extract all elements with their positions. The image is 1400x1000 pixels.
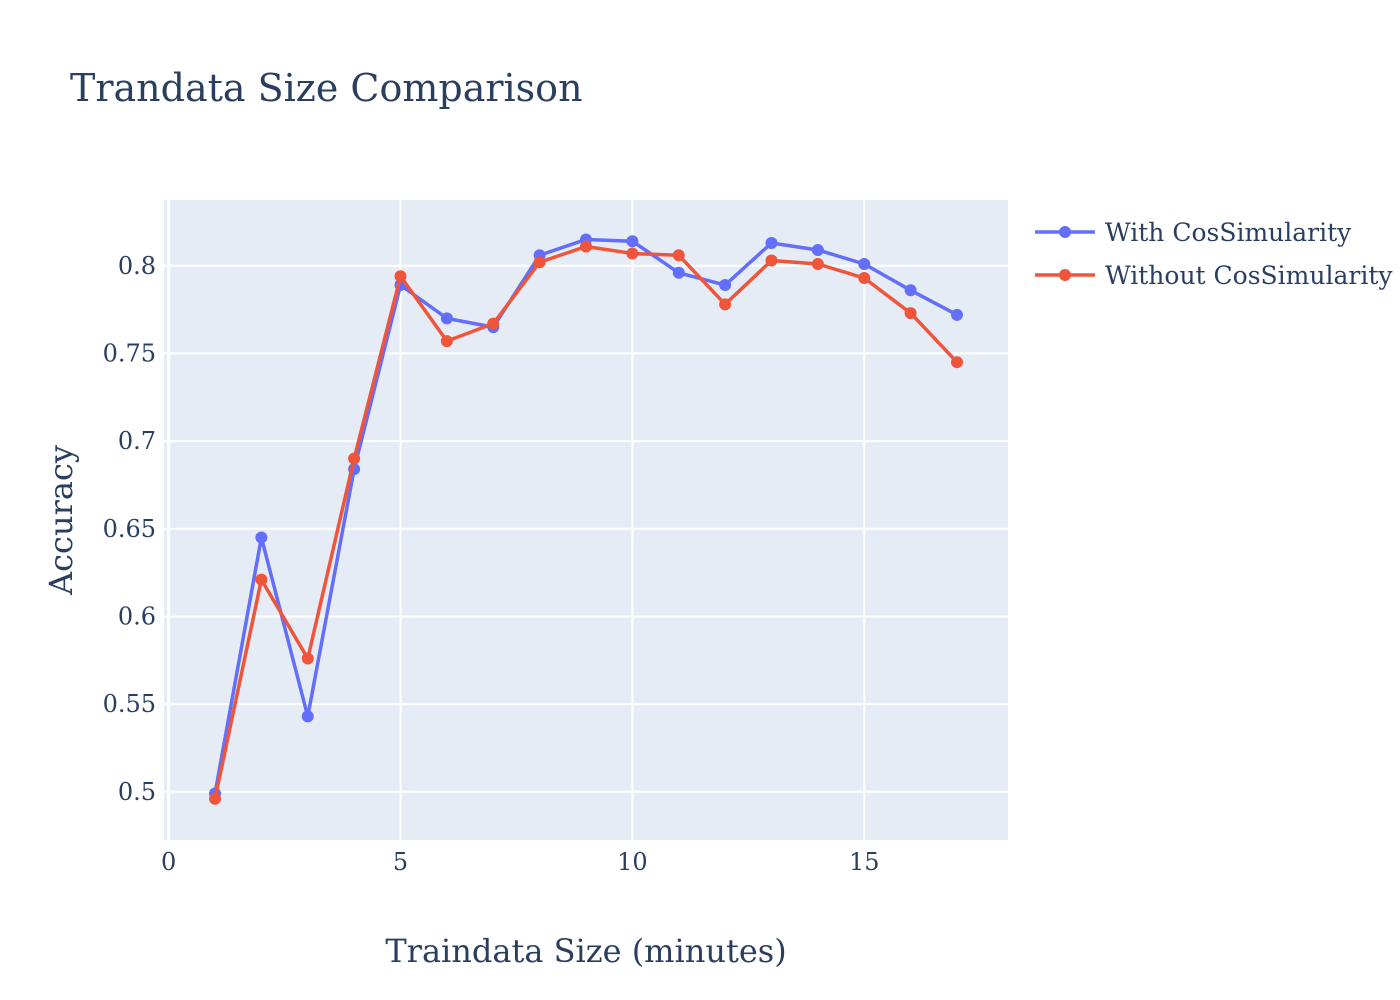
x-axis-title: Traindata Size (minutes) xyxy=(385,932,786,970)
data-point[interactable] xyxy=(533,256,546,269)
y-axis-title: Accuracy xyxy=(42,445,80,596)
legend-marker xyxy=(1059,269,1071,281)
data-point[interactable] xyxy=(950,356,963,369)
x-tick-label: 10 xyxy=(617,848,648,876)
data-point[interactable] xyxy=(858,272,871,285)
data-point[interactable] xyxy=(255,531,268,544)
tick-labels: 0 5 10 15 0.5 0.55 0.6 0.65 0.7 0.75 0.8 xyxy=(103,252,880,876)
data-point[interactable] xyxy=(811,258,824,270)
data-point[interactable] xyxy=(904,307,917,320)
y-tick-label: 0.65 xyxy=(103,515,156,543)
data-point[interactable] xyxy=(348,452,361,465)
data-point[interactable] xyxy=(765,236,778,249)
y-tick-label: 0.55 xyxy=(103,690,156,718)
plot-background xyxy=(164,200,1008,840)
data-point[interactable] xyxy=(719,279,732,292)
data-point[interactable] xyxy=(394,270,407,283)
data-point[interactable] xyxy=(580,240,592,253)
y-tick-label: 0.75 xyxy=(103,339,156,367)
legend-label: Without CosSimularity xyxy=(1105,261,1393,290)
legend-item[interactable]: With CosSimularity xyxy=(1035,218,1352,247)
x-tick-label: 5 xyxy=(393,848,408,876)
data-point[interactable] xyxy=(487,317,500,330)
data-point[interactable] xyxy=(301,652,314,665)
data-point[interactable] xyxy=(950,308,963,321)
data-point[interactable] xyxy=(626,235,639,248)
y-tick-label: 0.5 xyxy=(118,778,156,806)
data-point[interactable] xyxy=(209,792,222,805)
y-tick-label: 0.7 xyxy=(118,427,156,455)
x-tick-label: 0 xyxy=(161,848,176,876)
legend-marker xyxy=(1059,226,1071,238)
data-point[interactable] xyxy=(811,243,824,256)
data-point[interactable] xyxy=(255,573,268,586)
series-2 xyxy=(209,240,963,805)
data-point[interactable] xyxy=(719,298,732,311)
data-point[interactable] xyxy=(301,710,314,723)
legend[interactable]: With CosSimularity Without CosSimularity xyxy=(1035,218,1393,290)
y-tick-label: 0.8 xyxy=(118,252,156,280)
x-tick-label: 15 xyxy=(849,848,880,876)
data-point[interactable] xyxy=(904,284,917,297)
data-point[interactable] xyxy=(440,312,453,325)
data-point[interactable] xyxy=(626,247,639,260)
legend-label: With CosSimularity xyxy=(1105,218,1352,247)
chart-title: Trandata Size Comparison xyxy=(70,66,583,110)
y-tick-label: 0.6 xyxy=(118,602,156,630)
data-point[interactable] xyxy=(440,335,453,348)
data-point[interactable] xyxy=(765,254,778,267)
data-point[interactable] xyxy=(672,266,685,279)
data-point[interactable] xyxy=(858,258,871,270)
series-layer xyxy=(209,233,963,805)
legend-item[interactable]: Without CosSimularity xyxy=(1035,261,1393,290)
data-point[interactable] xyxy=(672,249,685,262)
